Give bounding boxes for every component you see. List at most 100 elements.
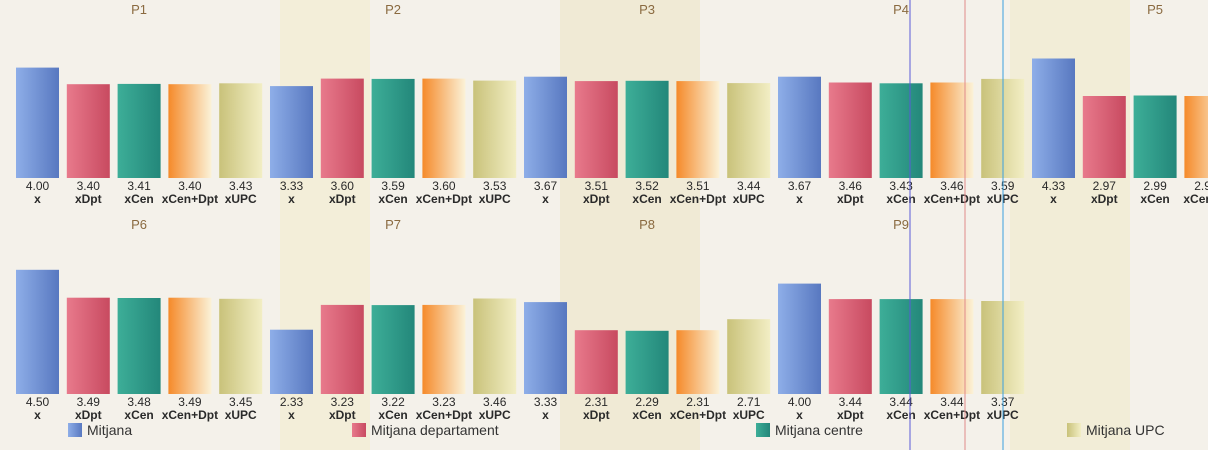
value-label: 3.44 bbox=[940, 395, 964, 409]
category-label: xDpt bbox=[1091, 192, 1118, 206]
category-label: x bbox=[34, 408, 41, 422]
category-label: xDpt bbox=[329, 192, 356, 206]
legend-item-mitjana: Mitjana bbox=[68, 422, 132, 438]
value-label: 3.46 bbox=[940, 179, 964, 193]
category-label: xCen+Dpt bbox=[670, 192, 726, 206]
value-label: 3.67 bbox=[534, 179, 558, 193]
category-label: xCen bbox=[378, 408, 407, 422]
bar-xcen bbox=[879, 299, 923, 394]
bar-xcen-dpt bbox=[422, 78, 466, 178]
category-label: x bbox=[796, 408, 803, 422]
panel-label: P7 bbox=[385, 217, 401, 232]
value-label: 3.51 bbox=[686, 179, 710, 193]
bar-xcen-dpt bbox=[168, 84, 212, 178]
value-label: 4.50 bbox=[26, 395, 50, 409]
value-label: 3.60 bbox=[432, 179, 456, 193]
category-label: xCen bbox=[378, 192, 407, 206]
value-label: 3.33 bbox=[534, 395, 558, 409]
value-label: 3.22 bbox=[381, 395, 405, 409]
category-label: xDpt bbox=[837, 192, 864, 206]
category-label: xUPC bbox=[479, 408, 511, 422]
value-label: 3.49 bbox=[178, 395, 202, 409]
panel-label: P1 bbox=[131, 2, 147, 17]
value-label: 3.44 bbox=[889, 395, 913, 409]
category-label: xCen bbox=[1140, 192, 1169, 206]
category-label: xCen bbox=[886, 192, 915, 206]
bar-xcen bbox=[371, 78, 415, 178]
top-bar-row: 4.00x3.40xDpt3.41xCen3.40xCen+Dpt3.43xUP… bbox=[16, 2, 1208, 206]
category-label: xCen bbox=[124, 408, 153, 422]
value-label: 3.60 bbox=[331, 179, 355, 193]
value-label: 3.45 bbox=[229, 395, 253, 409]
category-label: xDpt bbox=[837, 408, 864, 422]
legend-swatch-mitjana bbox=[68, 423, 82, 437]
bottom-bar-group: 2.33x bbox=[270, 329, 313, 422]
legend-label-mitjana-centre: Mitjana centre bbox=[775, 422, 863, 438]
legend-item-mitjana-upc: Mitjana UPC bbox=[1067, 422, 1165, 438]
legend-label-mitjana-departament: Mitjana departament bbox=[371, 422, 499, 438]
category-label: xUPC bbox=[733, 408, 765, 422]
category-label: xCen bbox=[632, 408, 661, 422]
bar-xcen bbox=[117, 298, 161, 394]
legend-item-mitjana-departament: Mitjana departament bbox=[352, 422, 499, 438]
category-label: xCen+Dpt bbox=[162, 408, 218, 422]
bar-xcen-dpt bbox=[930, 299, 974, 394]
category-label: xDpt bbox=[75, 192, 102, 206]
legend-label-mitjana: Mitjana bbox=[87, 422, 133, 438]
bar-xdpt bbox=[828, 299, 872, 394]
category-label: xCen bbox=[124, 192, 153, 206]
bar-xdpt bbox=[574, 81, 618, 178]
panel-label: P8 bbox=[639, 217, 655, 232]
category-label: x bbox=[288, 192, 295, 206]
bar-xdpt bbox=[574, 330, 618, 394]
top-bar-group: 3.67x bbox=[778, 76, 821, 206]
value-label: 3.40 bbox=[77, 179, 101, 193]
bar-xdpt bbox=[320, 304, 364, 394]
bar-xcen bbox=[879, 83, 923, 178]
value-label: 3.52 bbox=[635, 179, 659, 193]
top-bar-group: 4.00x bbox=[16, 67, 59, 206]
value-label: 4.33 bbox=[1042, 179, 1066, 193]
category-label: xUPC bbox=[225, 408, 257, 422]
category-label: x bbox=[542, 192, 549, 206]
bar-x bbox=[1032, 58, 1075, 178]
bar-xdpt bbox=[66, 297, 110, 394]
bar-x bbox=[16, 269, 59, 394]
bar-xupc bbox=[219, 298, 263, 394]
legend-swatch-mitjana-departament bbox=[352, 423, 366, 437]
bar-x bbox=[270, 329, 313, 394]
bar-xdpt bbox=[320, 78, 364, 178]
value-label: 2.29 bbox=[635, 395, 659, 409]
value-label: 3.44 bbox=[839, 395, 863, 409]
category-label: xDpt bbox=[583, 192, 610, 206]
bar-xcen bbox=[1133, 95, 1177, 178]
legend-item-mitjana-centre: Mitjana centre bbox=[756, 422, 863, 438]
value-label: 2.33 bbox=[280, 395, 304, 409]
legend-label-mitjana-upc: Mitjana UPC bbox=[1086, 422, 1165, 438]
top-bar-group: 3.33x bbox=[270, 86, 313, 206]
category-label: xDpt bbox=[583, 408, 610, 422]
category-label: x bbox=[288, 408, 295, 422]
value-label: 3.53 bbox=[483, 179, 507, 193]
category-label: xCen+Dpt bbox=[162, 192, 218, 206]
top-bar-group: 4.33x bbox=[1032, 58, 1075, 206]
value-label: 3.46 bbox=[839, 179, 863, 193]
bar-xupc bbox=[473, 298, 517, 394]
category-label: xCen+Dpt bbox=[924, 408, 980, 422]
panel-label: P9 bbox=[893, 217, 909, 232]
